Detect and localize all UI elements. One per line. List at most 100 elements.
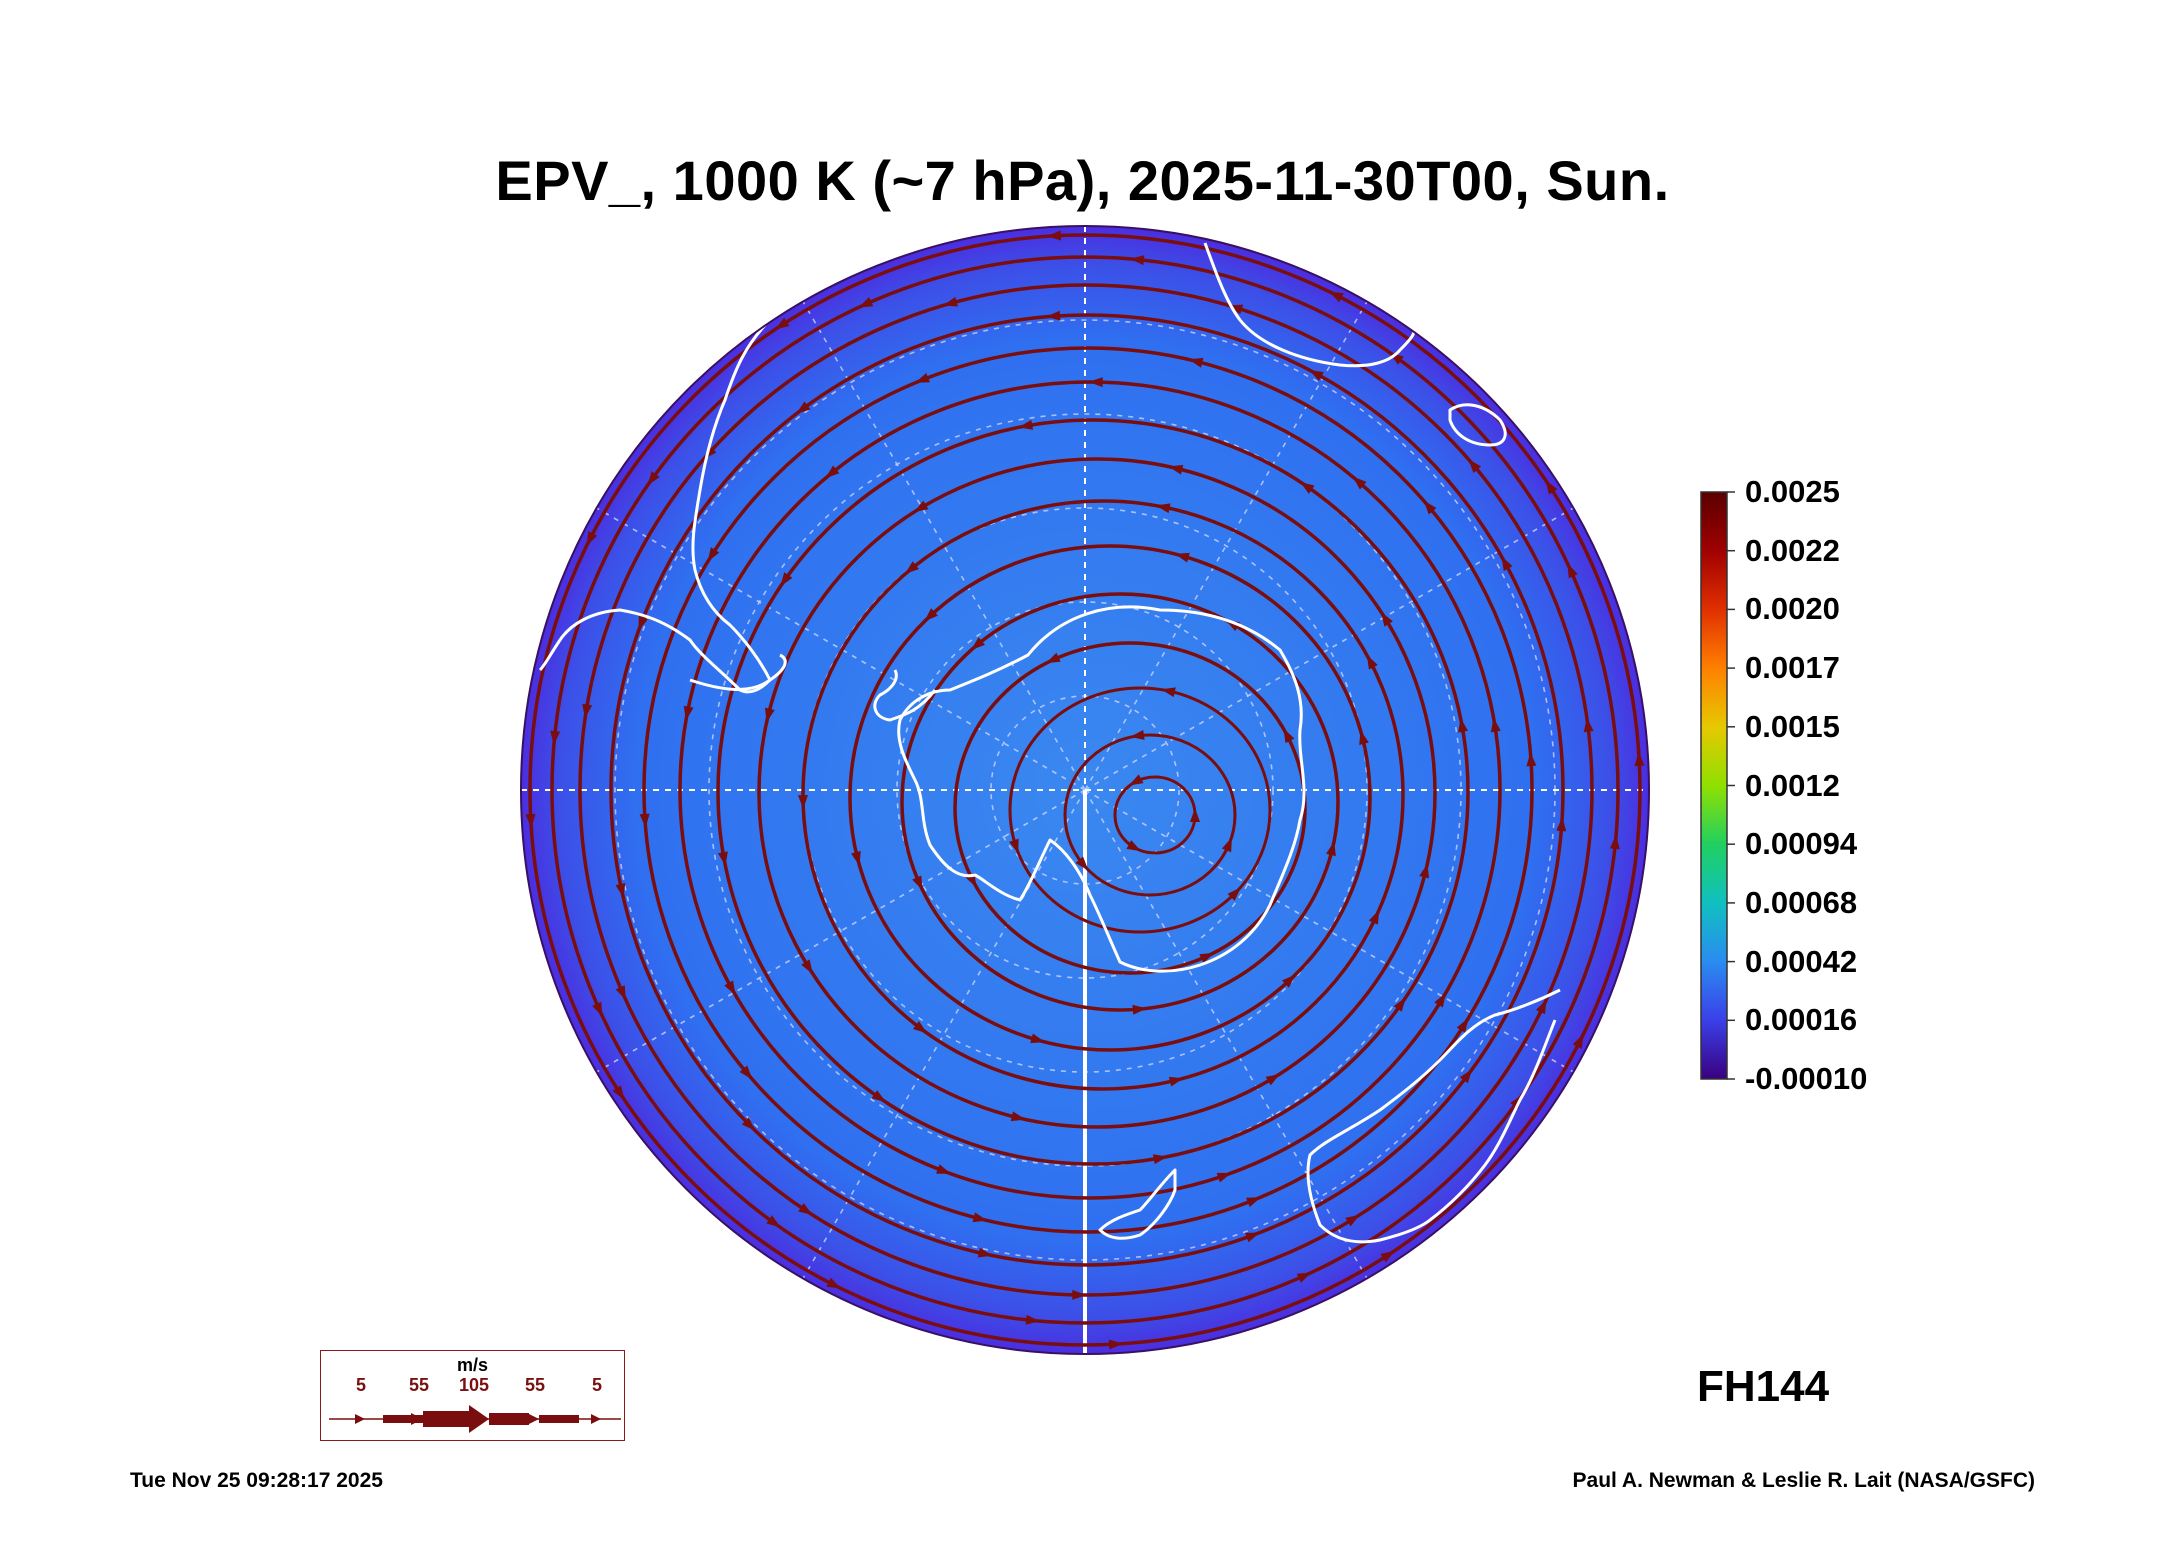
streamline-arrow bbox=[1526, 752, 1537, 767]
streamline-arrow bbox=[1188, 357, 1204, 368]
streamline-arrow bbox=[741, 1117, 756, 1131]
streamline-arrow bbox=[851, 850, 861, 866]
streamline-arrow bbox=[1381, 612, 1393, 627]
streamline-arrow bbox=[647, 471, 660, 486]
streamline-arrow bbox=[1199, 952, 1215, 964]
streamline-arrow bbox=[780, 572, 793, 587]
map-overlays bbox=[521, 226, 1649, 1354]
streamline-arrow bbox=[1282, 974, 1296, 988]
streamline bbox=[550, 255, 1620, 1325]
streamline-arrow bbox=[871, 1090, 886, 1103]
streamline-arrow bbox=[592, 1001, 603, 1017]
streamline-arrow bbox=[1535, 999, 1547, 1015]
streamline-arrow bbox=[971, 637, 985, 650]
streamline-arrow bbox=[796, 401, 811, 414]
timestamp: Tue Nov 25 09:28:17 2025 bbox=[130, 1469, 383, 1492]
streamline-arrow bbox=[615, 882, 626, 898]
streamline-arrow bbox=[1556, 817, 1567, 832]
streamline-arrow bbox=[1009, 838, 1019, 854]
streamline-arrow bbox=[1025, 1314, 1041, 1325]
streamline-arrow bbox=[1572, 1033, 1584, 1049]
streamline-arrow bbox=[825, 465, 840, 479]
streamline-arrow bbox=[1174, 552, 1190, 563]
streamline-arrow bbox=[1309, 369, 1324, 381]
streamline bbox=[757, 457, 1437, 1129]
streamline-arrow bbox=[1168, 464, 1184, 475]
streamline-arrow bbox=[1168, 1076, 1184, 1087]
streamline-arrow bbox=[766, 1215, 781, 1228]
streamline-arrow bbox=[904, 561, 919, 575]
map-border bbox=[520, 225, 1650, 1355]
colorbar-tick-label: 0.00042 bbox=[1745, 943, 1858, 979]
wind-speed-legend: m/s 5 55 105 55 5 bbox=[320, 1350, 625, 1441]
streamline-arrow bbox=[1567, 563, 1578, 579]
streamline-arrow bbox=[826, 1277, 842, 1289]
wind-value-4: 55 bbox=[524, 1375, 546, 1395]
wind-arrow-scale bbox=[329, 1405, 621, 1433]
streamline-arrow bbox=[612, 1085, 625, 1100]
forecast-hour-label: FH144 bbox=[1697, 1362, 1830, 1411]
streamline bbox=[848, 544, 1372, 1052]
streamline-arrow bbox=[1609, 834, 1620, 850]
antarctic-peninsula bbox=[873, 669, 937, 722]
streamline-arrow bbox=[1393, 997, 1406, 1012]
streamline bbox=[716, 418, 1470, 1166]
streamline-arrow bbox=[1246, 1197, 1261, 1208]
streamline-arrow bbox=[638, 615, 649, 631]
streamline-arrow bbox=[582, 703, 593, 719]
colorbar bbox=[1700, 491, 1735, 1080]
streamline-arrow bbox=[1434, 992, 1446, 1008]
streamline-arrow bbox=[1326, 841, 1336, 857]
streamline-arrow bbox=[775, 317, 790, 330]
streamline-arrow bbox=[801, 959, 813, 974]
streamline-arrow bbox=[1132, 1004, 1147, 1015]
streamline-arrow bbox=[913, 500, 929, 513]
colorbar-tick-label: 0.00016 bbox=[1745, 1002, 1858, 1038]
streamline-arrow bbox=[1345, 1214, 1360, 1227]
wind-streamlines bbox=[525, 230, 1645, 1350]
streamline-arrow bbox=[797, 794, 808, 810]
credit-line: Paul A. Newman & Leslie R. Lait (NASA/GS… bbox=[1572, 1469, 2035, 1492]
streamline-arrow bbox=[1046, 310, 1061, 321]
streamline-arrow bbox=[936, 1164, 951, 1174]
streamline-arrow bbox=[1583, 717, 1594, 733]
streamline-arrow bbox=[977, 1247, 993, 1258]
colorbar-tick-label: 0.00094 bbox=[1745, 826, 1858, 862]
streamline-arrow bbox=[1130, 729, 1145, 740]
wind-value-1: 5 bbox=[355, 1375, 367, 1395]
streamline-arrow bbox=[1010, 1111, 1026, 1122]
africa-coast bbox=[1203, 242, 1416, 368]
streamline-arrow bbox=[550, 730, 561, 746]
streamline-arrow bbox=[1459, 1069, 1473, 1084]
coastlines bbox=[538, 242, 1561, 1244]
streamline-arrow bbox=[525, 813, 536, 829]
streamline-arrow bbox=[798, 1203, 813, 1216]
wind-value-2: 55 bbox=[408, 1375, 430, 1395]
streamline-arrow bbox=[707, 547, 720, 562]
streamline-arrow bbox=[1152, 1154, 1168, 1165]
streamline-arrow bbox=[1190, 808, 1200, 822]
streamline-arrow bbox=[1265, 1073, 1281, 1086]
streamline-arrow bbox=[1468, 459, 1482, 473]
streamline-arrow bbox=[1328, 291, 1344, 303]
streamline-arrow bbox=[1352, 476, 1367, 490]
streamline-arrow bbox=[1088, 377, 1103, 388]
streamline bbox=[609, 313, 1565, 1267]
colorbar-tick-label: 0.0017 bbox=[1745, 650, 1840, 686]
streamline-arrow bbox=[1419, 863, 1430, 879]
streamline-arrow bbox=[915, 372, 930, 383]
streamline-arrow bbox=[586, 531, 598, 547]
streamline bbox=[642, 346, 1534, 1234]
colorbar-tick-label: 0.0012 bbox=[1745, 767, 1840, 803]
streamline-arrow bbox=[1244, 1232, 1260, 1243]
south-america-coast bbox=[538, 318, 772, 694]
streamline bbox=[900, 592, 1340, 1012]
streamline-arrow bbox=[1368, 909, 1380, 925]
streamline-arrow bbox=[1366, 654, 1378, 670]
streamline bbox=[801, 499, 1405, 1091]
streamline-arrow bbox=[912, 875, 923, 891]
streamline-arrow bbox=[1045, 652, 1061, 664]
streamline-arrow bbox=[1545, 480, 1558, 495]
streamline-arrow bbox=[1030, 1033, 1046, 1044]
